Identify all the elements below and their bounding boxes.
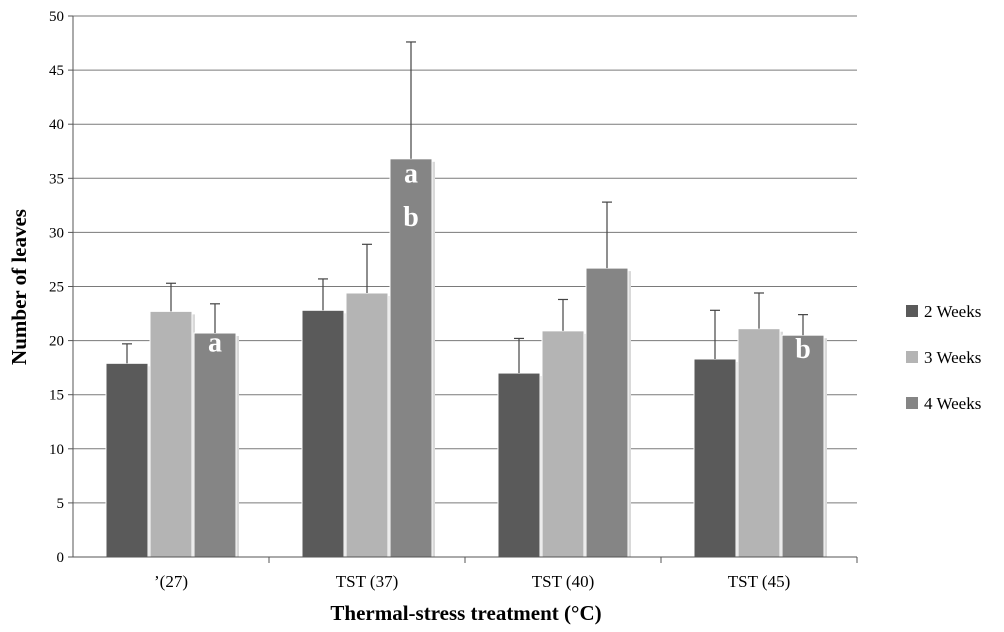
legend-swatch [906, 397, 918, 409]
bar [781, 334, 825, 558]
legend-label: 2 Weeks [924, 302, 981, 321]
bars [105, 41, 827, 558]
bar [193, 332, 237, 558]
y-tick-label: 45 [49, 63, 64, 79]
y-tick-label: 0 [57, 550, 65, 566]
bar [105, 362, 149, 558]
bar [693, 358, 737, 558]
bar [345, 292, 389, 558]
legend-label: 4 Weeks [924, 394, 981, 413]
legend-swatch [906, 305, 918, 317]
y-tick-label: 15 [49, 388, 64, 404]
x-tick-label: TST (40) [532, 572, 595, 591]
legend: 2 Weeks 3 Weeks 4 Weeks [906, 302, 981, 413]
y-tick-label: 35 [49, 171, 64, 187]
x-axis-title: Thermal-stress treatment (°C) [330, 601, 601, 625]
bar [149, 310, 193, 558]
x-tick-label: ’(27) [154, 572, 188, 591]
x-tick-label: TST (37) [336, 572, 399, 591]
y-tick-label: 50 [49, 9, 64, 25]
legend-label: 3 Weeks [924, 348, 981, 367]
y-tick-label: 5 [57, 496, 65, 512]
axes [72, 16, 858, 563]
bar [585, 267, 629, 558]
bar-annotation: a [208, 327, 222, 358]
x-tick-label: TST (45) [728, 572, 791, 591]
y-tick-label: 40 [49, 117, 64, 133]
y-tick-label: 20 [49, 334, 64, 350]
y-tick-label: 25 [49, 280, 64, 296]
bar [737, 328, 781, 558]
bar-annotation: b [403, 202, 419, 233]
bar [541, 330, 585, 558]
bar-annotation: a [404, 159, 418, 190]
x-axis-labels: ’(27) TST (37) TST (40) TST (45) [154, 572, 790, 591]
y-tick-label: 10 [49, 442, 64, 458]
y-axis-ticks: 0 5 10 15 20 25 30 35 40 45 50 [49, 9, 73, 566]
y-axis-title: Number of leaves [7, 209, 31, 365]
bar-annotation: b [795, 334, 811, 365]
y-tick-label: 30 [49, 225, 64, 241]
legend-swatch [906, 351, 918, 363]
bar [301, 309, 345, 558]
bar [389, 158, 433, 558]
bar [497, 372, 541, 558]
